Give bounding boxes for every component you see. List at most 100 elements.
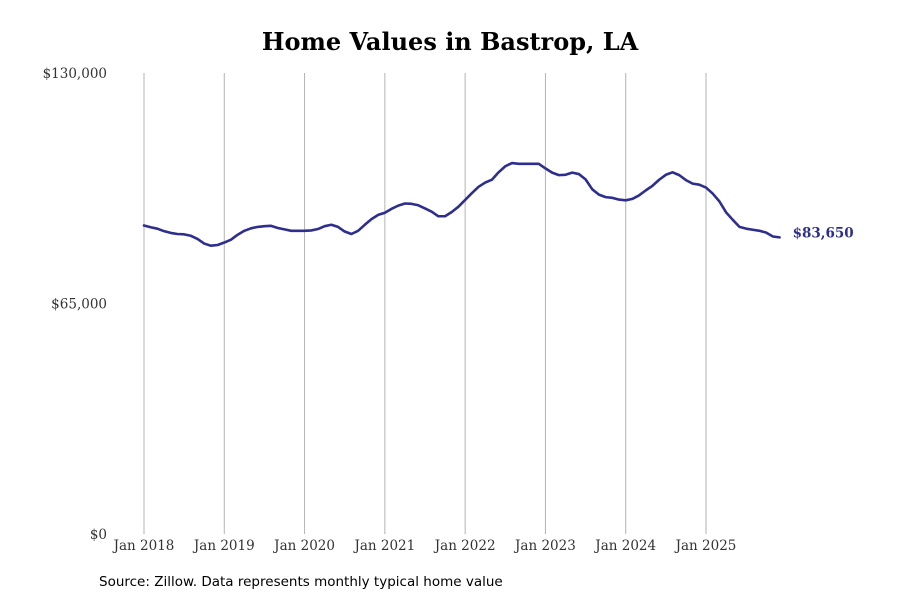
data-point-2024-04: [645, 189, 647, 191]
x-tick-label: Jan 2019: [192, 538, 255, 554]
data-point-2023-12: [618, 198, 620, 200]
data-point-2020-03: [317, 228, 319, 230]
data-point-2020-04: [323, 225, 325, 227]
data-point-2025-04: [725, 211, 727, 213]
data-point-2024-11: [691, 182, 693, 184]
data-point-2020-07: [344, 230, 346, 232]
data-point-2020-08: [350, 233, 352, 235]
data-point-2021-08: [430, 210, 432, 212]
data-point-2025-06: [738, 226, 740, 228]
home-value-line: [142, 161, 781, 247]
data-point-2024-10: [685, 179, 687, 181]
x-tick-label: Jan 2023: [513, 538, 576, 554]
data-point-2025-11: [772, 235, 774, 237]
data-point-2018-11: [210, 245, 212, 247]
x-tick-label: Jan 2024: [593, 538, 656, 554]
data-point-2018-04: [163, 230, 165, 232]
y-tick-label: $65,000: [51, 297, 107, 313]
y-axis-ticks: $0 $65,000 $130,000: [43, 66, 107, 543]
data-point-2022-04: [484, 181, 486, 183]
data-point-2018-08: [190, 235, 192, 237]
data-point-2025-05: [732, 219, 734, 221]
data-point-2020-11: [370, 218, 372, 220]
data-point-2019-07: [263, 225, 265, 227]
data-point-2024-07: [665, 174, 667, 176]
data-point-2025-03: [718, 200, 720, 202]
x-tick-label: Jan 2021: [352, 538, 415, 554]
data-point-2021-12: [457, 205, 459, 207]
data-point-2023-09: [598, 193, 600, 195]
data-point-2021-01: [384, 212, 386, 214]
data-point-2023-10: [604, 196, 606, 198]
data-point-2019-10: [283, 228, 285, 230]
data-point-2022-05: [491, 179, 493, 181]
data-point-2018-09: [196, 238, 198, 240]
source-note: Source: Zillow. Data represents monthly …: [99, 574, 503, 590]
data-point-2020-10: [364, 224, 366, 226]
data-point-2023-08: [591, 188, 593, 190]
data-point-2021-06: [417, 204, 419, 206]
data-point-2018-03: [156, 227, 158, 229]
data-point-2025-07: [745, 227, 747, 229]
x-axis-ticks: Jan 2018 Jan 2019 Jan 2020 Jan 2021 Jan 2022…: [112, 538, 737, 554]
data-point-2024-12: [698, 184, 700, 186]
data-point-2024-06: [658, 179, 660, 181]
data-point-2020-09: [357, 230, 359, 232]
data-point-2023-02: [551, 171, 553, 173]
data-point-2018-10: [203, 242, 205, 244]
data-point-2023-07: [584, 178, 586, 180]
chart-title: Home Values in Bastrop, LA: [261, 27, 639, 56]
data-point-2024-02: [631, 198, 633, 200]
data-point-2021-03: [397, 204, 399, 206]
data-point-2025-09: [758, 230, 760, 232]
data-point-2023-03: [558, 174, 560, 176]
data-point-2020-05: [330, 224, 332, 226]
x-tick-label: Jan 2020: [272, 538, 335, 554]
data-point-2025-08: [752, 229, 754, 231]
data-point-2018-05: [170, 232, 172, 234]
data-point-2023-05: [571, 171, 573, 173]
data-point-2018-07: [183, 233, 185, 235]
data-point-2021-05: [410, 203, 412, 205]
data-point-2019-05: [250, 227, 252, 229]
data-point-2022-09: [517, 163, 519, 165]
data-point-2023-04: [564, 174, 566, 176]
gridlines: [143, 73, 707, 534]
data-point-2022-03: [477, 186, 479, 188]
data-point-2021-04: [404, 202, 406, 204]
data-point-2023-06: [578, 173, 580, 175]
data-point-2019-01: [223, 241, 225, 243]
x-tick-label: Jan 2018: [112, 538, 175, 554]
data-point-2024-03: [638, 194, 640, 196]
data-point-2019-02: [230, 238, 232, 240]
data-point-2025-01: [705, 186, 707, 188]
data-point-2022-08: [511, 162, 513, 164]
data-point-2021-09: [437, 215, 439, 217]
data-point-2022-12: [538, 163, 540, 165]
data-point-2021-07: [424, 207, 426, 209]
data-point-2022-06: [497, 171, 499, 173]
data-point-2020-12: [377, 214, 379, 216]
y-tick-label: $0: [90, 527, 107, 543]
data-point-2024-08: [671, 171, 673, 173]
data-point-2023-01: [544, 167, 546, 169]
data-point-2021-10: [444, 215, 446, 217]
data-point-2018-02: [149, 226, 151, 228]
data-point-2025-12: [778, 236, 780, 238]
last-value-label: $83,650: [793, 225, 854, 241]
data-point-2019-06: [257, 226, 259, 228]
data-point-2022-02: [471, 192, 473, 194]
data-point-2019-08: [270, 225, 272, 227]
data-point-2019-04: [243, 230, 245, 232]
data-point-2019-11: [290, 230, 292, 232]
data-point-2024-09: [678, 174, 680, 176]
data-point-2020-02: [310, 229, 312, 231]
data-point-2025-10: [765, 231, 767, 233]
x-tick-label: Jan 2022: [433, 538, 496, 554]
data-point-2019-09: [277, 227, 279, 229]
data-point-2018-12: [216, 244, 218, 246]
data-point-2021-11: [451, 211, 453, 213]
data-point-2025-02: [711, 192, 713, 194]
